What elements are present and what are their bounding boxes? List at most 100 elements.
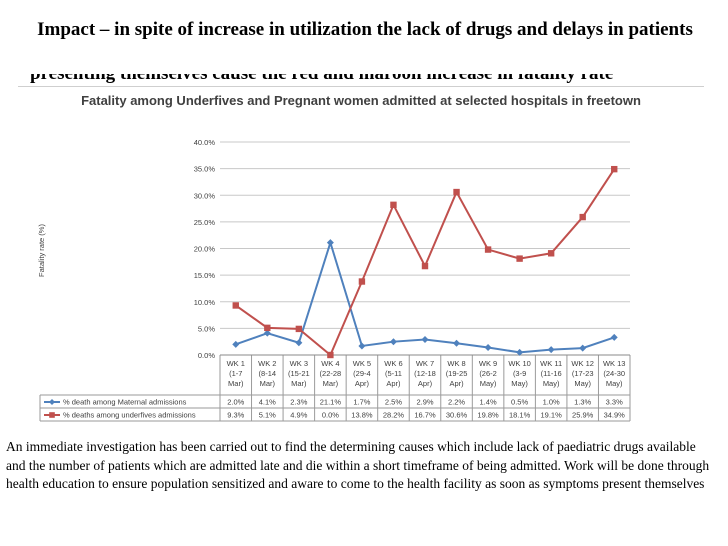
- x-tick-label: WK 6: [384, 359, 402, 368]
- data-label: 19.8%: [477, 411, 499, 420]
- data-point-maternal: [232, 340, 240, 348]
- data-label: 0.0%: [322, 411, 339, 420]
- x-tick-label: (17-23: [572, 369, 594, 378]
- data-point-underfive: [264, 324, 271, 332]
- data-point-maternal: [421, 336, 429, 344]
- x-tick-label: Apr): [386, 379, 401, 388]
- data-label: 25.9%: [572, 411, 594, 420]
- x-tick-label: May): [606, 379, 623, 388]
- x-tick-label: (12-18: [414, 369, 436, 378]
- data-point-underfive: [611, 165, 618, 173]
- x-tick-label: (5-11: [385, 369, 402, 378]
- x-tick-label: May): [480, 379, 497, 388]
- data-label: 2.9%: [416, 398, 433, 407]
- data-label: 28.2%: [383, 411, 405, 420]
- slide-body-text: An immediate investigation has been carr…: [6, 439, 710, 491]
- x-tick-label: Apr): [449, 379, 464, 388]
- x-tick-label: (1-7: [229, 369, 242, 378]
- x-tick-label: WK 4: [321, 359, 339, 368]
- x-tick-label: May): [574, 379, 591, 388]
- x-tick-label: (29-4: [353, 369, 371, 378]
- data-point-underfive: [484, 246, 492, 253]
- data-point-maternal: [579, 344, 587, 352]
- data-point-underfive: [358, 278, 366, 285]
- data-label: 1.3%: [574, 398, 591, 407]
- data-point-maternal: [547, 346, 555, 354]
- data-label: 4.1%: [259, 398, 276, 407]
- slide-title: Impact – in spite of increase in utiliza…: [37, 19, 693, 40]
- y-tick-label: 20.0%: [194, 245, 216, 254]
- y-tick-label: 25.0%: [194, 218, 216, 227]
- x-tick-label: (24-30: [603, 369, 625, 378]
- data-label: 9.3%: [227, 411, 244, 420]
- x-tick-label: (22-28: [320, 369, 342, 378]
- data-label: 30.6%: [446, 411, 468, 420]
- x-tick-label: WK 3: [290, 359, 308, 368]
- data-label: 1.4%: [480, 398, 497, 407]
- data-point-underfive: [453, 188, 460, 196]
- legend-entry: % deaths among underfives admissions: [63, 411, 196, 420]
- chart-title: Fatality among Underfives and Pregnant w…: [81, 93, 641, 108]
- data-point-underfive: [232, 302, 239, 309]
- y-tick-label: 35.0%: [194, 165, 216, 174]
- data-point-underfive: [547, 250, 555, 257]
- x-tick-label: WK 5: [353, 359, 371, 368]
- series-line: [235, 168, 616, 357]
- x-tick-label: (15-21: [288, 369, 310, 378]
- data-label: 2.0%: [227, 398, 244, 407]
- y-tick-label: 0.0%: [198, 351, 215, 360]
- x-tick-label: WK 11: [540, 359, 562, 368]
- slide-subtitle-fragment: presenting themselves cause the red and …: [30, 74, 700, 86]
- y-axis-label: Fatality rate (%): [37, 224, 46, 277]
- data-label: 19.1%: [541, 411, 563, 420]
- data-label: 18.1%: [509, 411, 531, 420]
- x-tick-label: (19-25: [446, 369, 468, 378]
- data-label: 1.7%: [353, 398, 370, 407]
- x-tick-label: (8-14: [259, 369, 277, 378]
- x-tick-label: WK 12: [571, 359, 594, 368]
- x-tick-label: May): [511, 379, 528, 388]
- data-label: 2.5%: [385, 398, 402, 407]
- x-tick-label: (11-16: [541, 369, 562, 378]
- x-tick-label: Apr): [355, 379, 370, 388]
- data-label: 21.1%: [320, 398, 342, 407]
- chart-panel: Fatality among Underfives and Pregnant w…: [18, 86, 704, 423]
- data-point-maternal: [453, 339, 461, 347]
- data-label: 34.9%: [604, 411, 626, 420]
- data-label: 1.0%: [543, 398, 560, 407]
- legend-key-marker: [49, 412, 55, 418]
- data-point-underfive: [579, 213, 586, 221]
- x-tick-label: WK 2: [258, 359, 276, 368]
- data-label: 16.7%: [414, 411, 436, 420]
- data-label: 13.8%: [351, 411, 373, 420]
- data-point-underfive: [421, 262, 429, 270]
- data-point-maternal: [610, 333, 618, 341]
- y-tick-label: 5.0%: [198, 324, 215, 333]
- x-tick-label: Mar): [291, 379, 307, 388]
- x-tick-label: Mar): [260, 379, 276, 388]
- legend-key-marker: [49, 399, 55, 405]
- y-tick-label: 10.0%: [194, 298, 216, 307]
- legend-entry: % death among Maternal admissions: [63, 398, 187, 407]
- data-point-maternal: [263, 329, 271, 337]
- x-tick-label: WK 9: [479, 359, 497, 368]
- data-label: 0.5%: [511, 398, 528, 407]
- data-label: 4.9%: [290, 411, 307, 420]
- data-point-maternal: [358, 342, 366, 350]
- x-tick-label: (3-9: [513, 369, 526, 378]
- data-point-underfive: [390, 201, 397, 209]
- data-point-maternal: [516, 348, 524, 356]
- data-label: 3.3%: [606, 398, 623, 407]
- x-tick-label: Apr): [418, 379, 433, 388]
- data-point-maternal: [484, 344, 492, 352]
- data-point-underfive: [295, 325, 303, 333]
- data-point-maternal: [326, 239, 334, 247]
- x-tick-label: May): [543, 379, 560, 388]
- data-label: 2.3%: [290, 398, 307, 407]
- data-point-maternal: [389, 338, 397, 346]
- x-tick-label: WK 13: [603, 359, 626, 368]
- x-tick-label: WK 7: [416, 359, 434, 368]
- y-tick-label: 40.0%: [194, 138, 216, 147]
- data-point-underfive: [327, 351, 334, 359]
- x-tick-label: Mar): [323, 379, 339, 388]
